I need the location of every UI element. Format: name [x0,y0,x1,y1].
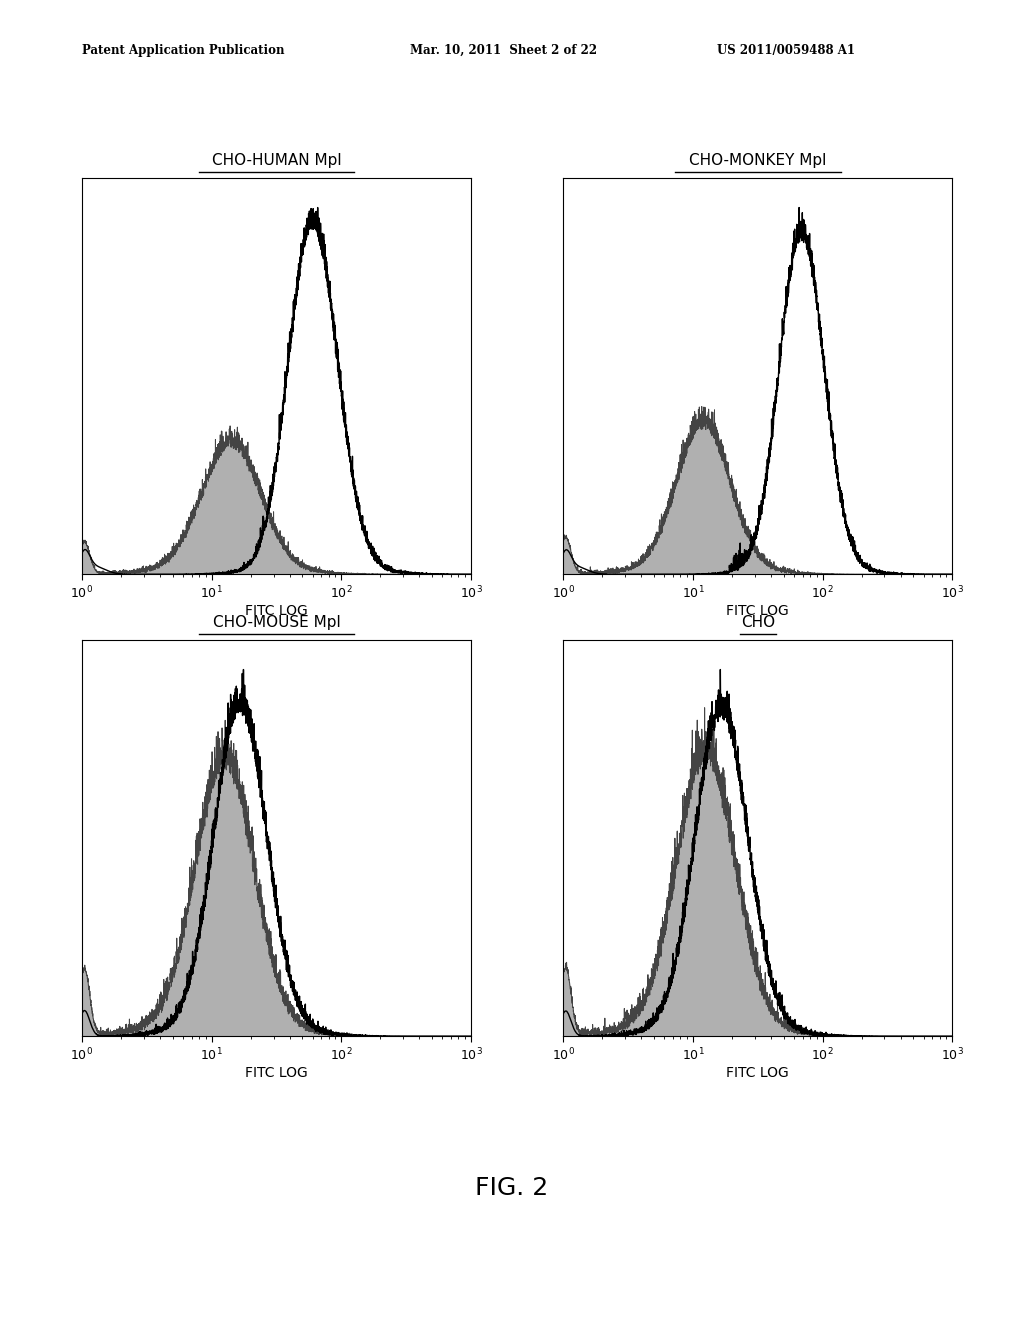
X-axis label: FITC LOG: FITC LOG [245,605,308,618]
Text: Mar. 10, 2011  Sheet 2 of 22: Mar. 10, 2011 Sheet 2 of 22 [410,44,597,57]
X-axis label: FITC LOG: FITC LOG [245,1067,308,1080]
X-axis label: FITC LOG: FITC LOG [726,1067,790,1080]
Text: CHO-MONKEY Mpl: CHO-MONKEY Mpl [689,153,826,168]
X-axis label: FITC LOG: FITC LOG [726,605,790,618]
Text: Patent Application Publication: Patent Application Publication [82,44,285,57]
Text: CHO-MOUSE Mpl: CHO-MOUSE Mpl [213,615,340,630]
Text: CHO: CHO [740,615,775,630]
Text: CHO-HUMAN Mpl: CHO-HUMAN Mpl [212,153,341,168]
Text: US 2011/0059488 A1: US 2011/0059488 A1 [717,44,855,57]
Text: FIG. 2: FIG. 2 [475,1176,549,1200]
